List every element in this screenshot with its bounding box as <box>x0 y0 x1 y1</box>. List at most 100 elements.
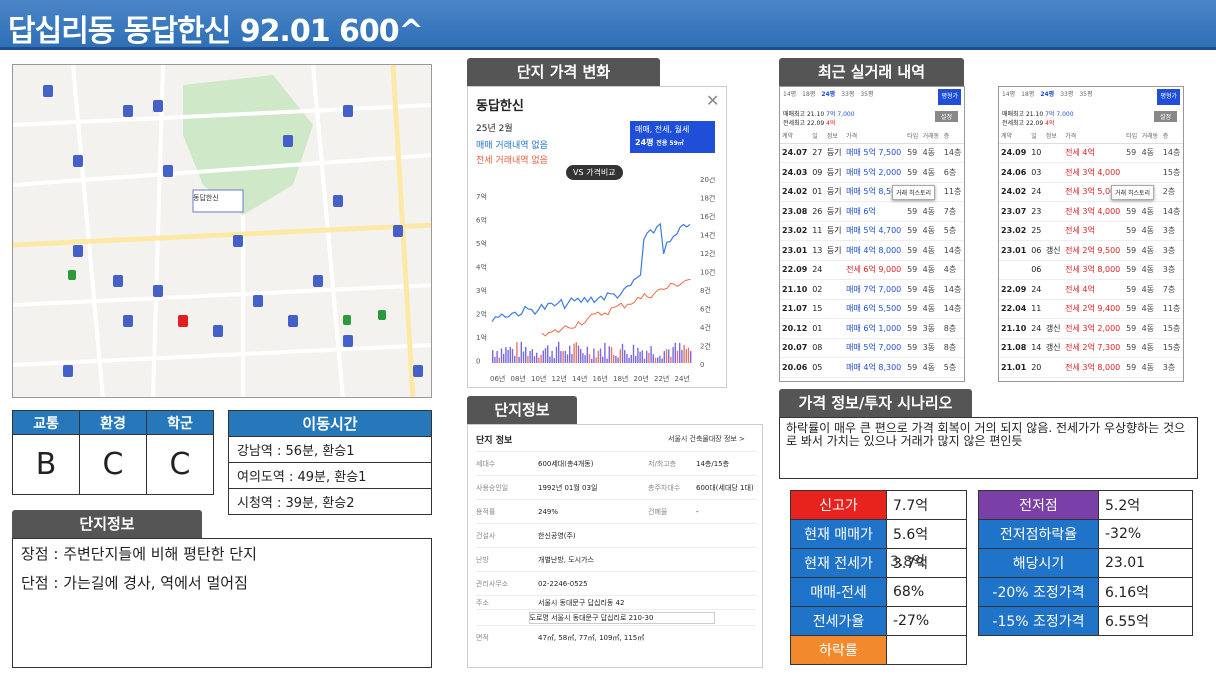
trade-cell: 59 <box>1124 201 1140 222</box>
setting-button[interactable]: 설정 <box>1153 111 1177 122</box>
trade-row[interactable]: 20.06 05 매매 4억 8,300 59 4동 5층 <box>780 357 964 378</box>
map-pin[interactable] <box>153 100 163 112</box>
trade-cell: 21.07 <box>780 299 811 319</box>
map-pin[interactable] <box>313 275 323 287</box>
trade-cell: 06 <box>1029 260 1044 280</box>
info-value: 600세대(총4개동) <box>538 459 594 468</box>
size-option[interactable]: 14평 <box>783 91 797 98</box>
map-pin[interactable] <box>343 105 353 117</box>
trade-row[interactable]: 21.10 24 갱신 전세 3억 2,000 59 4동 15층 <box>999 318 1183 339</box>
filter-dropdown[interactable]: 매매, 전세, 월세 24평 전용 59㎡ <box>630 121 715 153</box>
y-left-tick: 3억 <box>476 287 487 295</box>
map-pin[interactable] <box>343 335 353 347</box>
trade-row[interactable]: 23.07 23 전세 3억 4,000 59 4동 14층 <box>999 201 1183 222</box>
map-pin[interactable] <box>73 245 83 257</box>
map-pin[interactable] <box>253 295 263 307</box>
trade-row[interactable]: 21.01 20 전세 3억 8,000 59 4동 3층 <box>999 357 1183 378</box>
map-pin-highlight[interactable] <box>178 315 188 327</box>
building-registry-link[interactable]: 서울시 건축물대장 정보 > <box>668 435 745 443</box>
trade-row[interactable]: 21.08 14 갱신 전세 2억 7,300 59 4동 15층 <box>999 338 1183 358</box>
size-option[interactable]: 평형가 <box>938 89 961 105</box>
map-poi[interactable] <box>343 315 351 325</box>
kv-row: 현재 매매가 5.6억 <box>790 519 967 549</box>
trade-row[interactable]: 23.02 25 전세 3억 59 4동 3층 <box>999 221 1183 241</box>
y-left-tick: 4억 <box>476 264 487 272</box>
trade-col-header: 거래동 <box>1139 129 1161 144</box>
trade-row[interactable]: 23.01 06 갱신 전세 2억 9,500 59 4동 3층 <box>999 240 1183 261</box>
complex-info-rows: 세대수 600세대(총4개동) 저/최고층 14층/15층 사용승인일 1992년 01월… <box>476 451 756 649</box>
map-pin[interactable] <box>393 225 403 237</box>
volume-bar <box>674 342 676 363</box>
trade-row[interactable]: 06 전세 3억 8,000 59 4동 3층 <box>999 260 1183 280</box>
trade-cell: 4동 <box>1139 318 1161 339</box>
map-pin[interactable] <box>413 365 423 377</box>
size-option[interactable]: 18평 <box>1021 91 1035 98</box>
kv-label: 전저점하락율 <box>978 519 1099 549</box>
map-pin[interactable] <box>153 285 163 297</box>
size-option[interactable]: 33평 <box>841 91 855 98</box>
history-button[interactable]: 거래 히스토리 <box>892 185 936 200</box>
trade-row[interactable]: 23.02 11 등기 매매 5억 4,700 59 4동 5층 <box>780 221 964 241</box>
map-view[interactable]: 동답한신 <box>12 64 432 398</box>
history-button[interactable]: 거래 히스토리 <box>1111 185 1155 200</box>
trade-row[interactable]: 20.12 01 매매 6억 1,000 59 3동 8층 <box>780 318 964 339</box>
volume-bar <box>573 343 575 363</box>
trade-row[interactable]: 22.09 24 전세 4억 59 4동 7층 <box>999 279 1183 300</box>
setting-button[interactable]: 설정 <box>934 111 958 122</box>
trade-cell: 전세 3억 5,000 <box>1063 182 1125 202</box>
trade-row[interactable]: 24.06 03 전세 3억 4,000 15층 <box>999 162 1183 183</box>
trade-row[interactable]: 20.07 08 매매 5억 7,000 59 3동 8층 <box>780 338 964 358</box>
map-poi[interactable] <box>68 270 76 280</box>
sale-none: 매매 거래내역 없음 <box>476 141 548 151</box>
trade-cell: 59 <box>905 143 921 163</box>
map-pin[interactable] <box>123 105 133 117</box>
map-pin[interactable] <box>213 325 223 337</box>
volume-bar <box>665 349 668 363</box>
size-option[interactable]: 평형가 <box>1157 89 1180 105</box>
trade-row[interactable]: 24.03 09 등기 매매 5억 2,000 59 4동 6층 <box>780 162 964 183</box>
trade-cell: 3층 <box>1160 221 1183 241</box>
info-key: 관리사무소 <box>476 579 509 588</box>
trade-row[interactable]: 23.08 26 등기 매매 6억 59 4동 7층 <box>780 201 964 222</box>
info-value: 개별난방, 도시가스 <box>538 555 594 564</box>
trade-cell: 06 <box>1029 240 1044 261</box>
map-pin[interactable] <box>288 315 298 327</box>
compare-button[interactable]: VS 가격비교 <box>566 165 623 180</box>
size-selector[interactable]: 14평 18평 24평 33평 35평 평형가 <box>780 87 964 107</box>
map-pin[interactable] <box>123 315 133 327</box>
trade-row[interactable]: 21.10 02 매매 7억 7,000 59 4동 14층 <box>780 279 964 300</box>
trade-row[interactable]: 22.09 24 전세 6억 9,000 59 4동 4층 <box>780 260 964 280</box>
map-pin[interactable] <box>163 165 173 177</box>
size-option[interactable]: 18평 <box>802 91 816 98</box>
size-selector[interactable]: 14평 18평 24평 33평 35평 평형가 <box>999 87 1183 107</box>
trade-row[interactable]: 24.07 27 등기 매매 5억 7,500 59 4동 14층 <box>780 143 964 163</box>
map-pin[interactable] <box>113 275 123 287</box>
size-option[interactable]: 24평 <box>1040 91 1055 98</box>
volume-bar <box>608 346 610 363</box>
trade-row[interactable]: 21.07 15 매매 6억 5,500 59 4동 14층 <box>780 299 964 319</box>
trade-cell: 6층 <box>941 162 964 183</box>
volume-bar <box>560 351 562 363</box>
map-pin[interactable] <box>73 155 83 167</box>
trade-cell: 15 <box>810 299 825 319</box>
close-icon[interactable]: ✕ <box>706 91 720 110</box>
size-option[interactable]: 33평 <box>1060 91 1074 98</box>
size-option[interactable]: 14평 <box>1002 91 1016 98</box>
trade-cell: 01 <box>810 318 825 339</box>
trade-row[interactable]: 24.09 10 전세 4억 59 4동 14층 <box>999 143 1183 163</box>
trade-cell: 14층 <box>941 240 964 261</box>
size-option[interactable]: 35평 <box>860 91 874 98</box>
map-poi[interactable] <box>378 310 386 320</box>
trade-cell: 24.06 <box>999 162 1030 183</box>
size-option[interactable]: 35평 <box>1079 91 1093 98</box>
map-pin[interactable] <box>43 85 53 97</box>
map-pin[interactable] <box>283 135 293 147</box>
map-pin[interactable] <box>333 195 343 207</box>
map-pin[interactable] <box>233 235 243 247</box>
trade-row[interactable]: 24.02 01 등기 매매 5억 8,50 11층 <box>780 182 964 202</box>
trade-row[interactable]: 22.04 11 전세 2억 9,400 59 4동 11층 <box>999 299 1183 319</box>
map-pin[interactable] <box>63 365 73 377</box>
size-option[interactable]: 24평 <box>821 91 836 98</box>
trade-row[interactable]: 23.01 13 등기 매매 4억 8,000 59 4동 14층 <box>780 240 964 261</box>
